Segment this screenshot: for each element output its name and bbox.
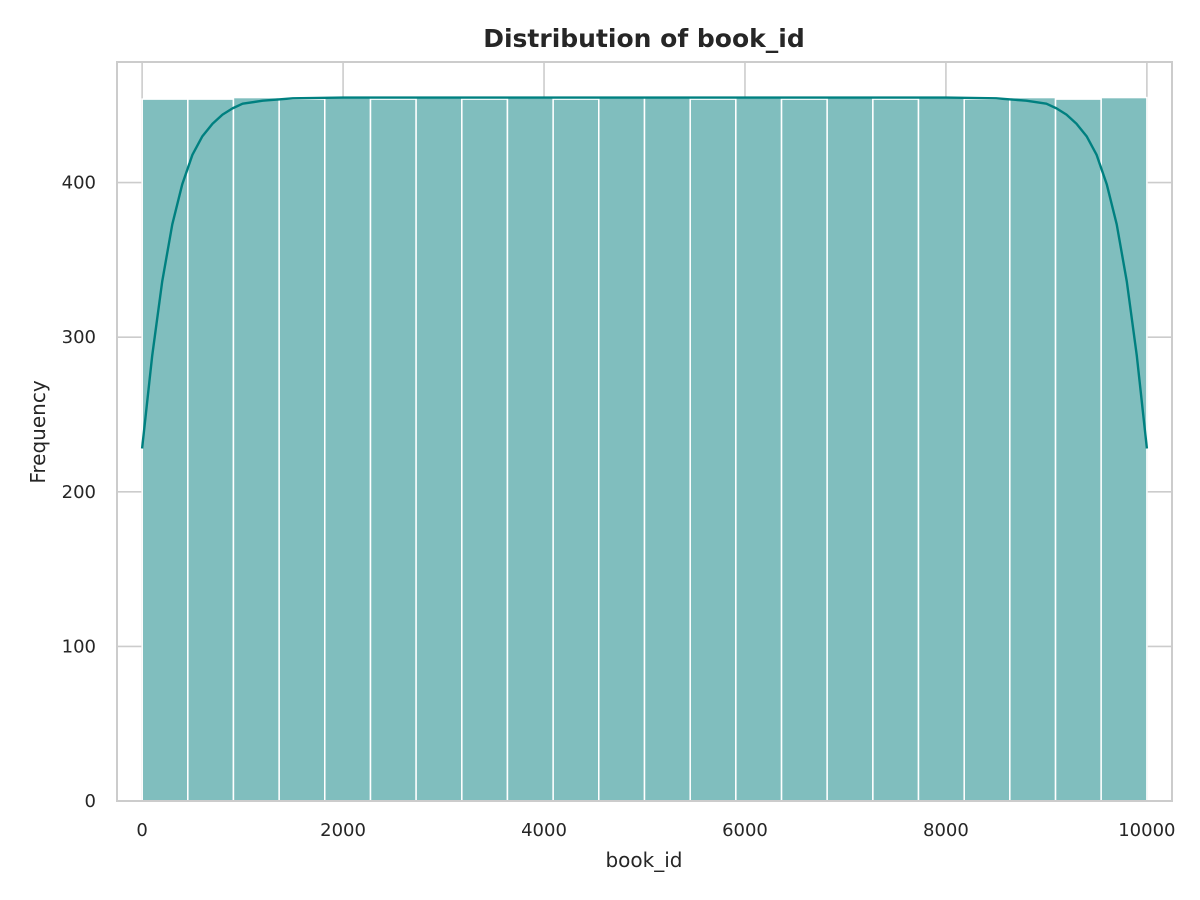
histogram-bar: [461, 98, 509, 802]
x-tick-label: 10000: [1118, 820, 1175, 841]
histogram-bar: [917, 96, 965, 802]
histogram-bar: [552, 98, 600, 802]
histogram-bar: [187, 98, 235, 802]
y-tick-labels: 0 100 200 300 400: [62, 173, 96, 812]
x-tick-label: 0: [136, 820, 147, 841]
x-tick-labels: 0 2000 4000 6000 8000 10000: [136, 820, 1175, 841]
x-tick-label: 8000: [923, 820, 969, 841]
histogram-bars: [141, 96, 1148, 802]
histogram-bar: [1054, 98, 1102, 802]
histogram-bar: [826, 96, 874, 802]
y-tick-label: 0: [85, 791, 96, 812]
x-tick-label: 2000: [320, 820, 366, 841]
y-tick-label: 400: [62, 173, 96, 194]
histogram-bar: [735, 96, 783, 802]
y-axis-label: Frequency: [26, 380, 50, 483]
chart-title: Distribution of book_id: [483, 24, 805, 53]
histogram-bar: [963, 98, 1011, 802]
histogram-bar: [278, 98, 326, 802]
histogram-bar: [598, 96, 646, 802]
axes-frame: [116, 61, 1173, 802]
x-axis-label: book_id: [605, 848, 682, 872]
histogram-bar: [141, 98, 189, 802]
histogram-bar: [415, 96, 463, 802]
histogram-bar: [872, 98, 920, 802]
histogram-bar: [506, 96, 554, 802]
histogram-bar: [1100, 96, 1148, 802]
y-tick-label: 300: [62, 327, 96, 348]
kde-curve-group: [140, 96, 1149, 449]
histogram-bar: [369, 98, 417, 802]
x-tick-label: 6000: [722, 820, 768, 841]
histogram-bar: [780, 98, 828, 802]
histogram-bar: [643, 96, 691, 802]
histogram-bar: [232, 96, 280, 802]
kde-line: [140, 96, 1149, 449]
x-tick-label: 4000: [521, 820, 567, 841]
histogram-bar: [1009, 96, 1057, 802]
y-tick-label: 200: [62, 482, 96, 503]
histogram-bar: [689, 98, 737, 802]
histogram-bar: [324, 96, 372, 802]
y-tick-label: 100: [62, 636, 96, 657]
